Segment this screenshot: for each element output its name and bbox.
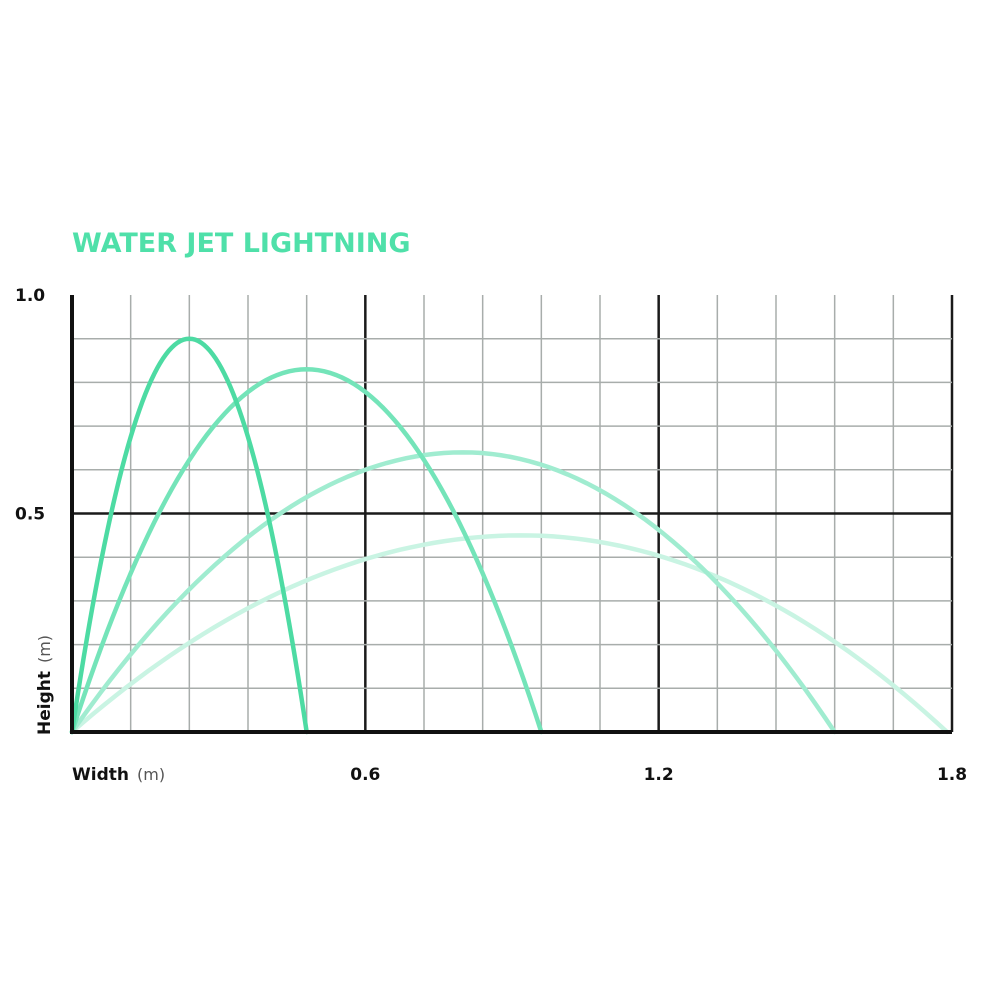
series-line-1: [69, 336, 309, 735]
x-axis-unit: (m): [137, 765, 165, 784]
x-axis-title: Width: [72, 765, 129, 785]
x-tick-label: 0.6: [350, 765, 380, 785]
y-tick-label: 1.0: [15, 286, 45, 306]
y-tick-label: 0.5: [15, 505, 45, 525]
y-axis-unit: (m): [35, 635, 54, 663]
axes: [70, 295, 952, 734]
curves: [69, 336, 950, 735]
series-line-2: [69, 367, 544, 735]
y-axis-label: Height (m): [35, 635, 55, 735]
series-line-4: [69, 533, 950, 735]
x-tick-label: 1.8: [937, 765, 967, 785]
x-axis-label: Width (m): [72, 765, 165, 785]
series-line-3: [69, 450, 837, 735]
x-tick-label: 1.2: [644, 765, 674, 785]
grid: [72, 295, 954, 732]
y-axis-title: Height: [35, 671, 55, 735]
tick-labels: 0.6 1.2 1.8 0.5 1.0: [15, 286, 967, 785]
chart-title: WATER JET LIGHTNING: [72, 228, 411, 259]
